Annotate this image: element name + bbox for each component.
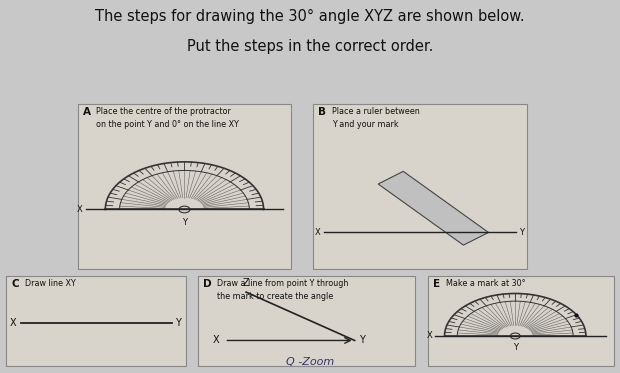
Text: Put the steps in the correct order.: Put the steps in the correct order. — [187, 39, 433, 54]
FancyBboxPatch shape — [428, 276, 614, 366]
Text: Place a ruler between
Y and your mark: Place a ruler between Y and your mark — [332, 107, 420, 129]
Text: Y: Y — [520, 228, 525, 237]
FancyBboxPatch shape — [6, 276, 186, 366]
Text: X: X — [77, 205, 82, 214]
Text: X: X — [213, 335, 219, 345]
Text: B: B — [318, 107, 326, 117]
Text: E: E — [433, 279, 440, 289]
FancyBboxPatch shape — [313, 104, 527, 269]
Text: Y: Y — [513, 344, 518, 352]
Text: Draw a line from point Y through
the mark to create the angle: Draw a line from point Y through the mar… — [217, 279, 348, 301]
Text: Y: Y — [175, 317, 180, 327]
Text: A: A — [82, 107, 91, 117]
Text: Draw line XY: Draw line XY — [25, 279, 76, 288]
FancyBboxPatch shape — [78, 104, 291, 269]
Text: Q -Zoom: Q -Zoom — [286, 357, 334, 367]
FancyBboxPatch shape — [198, 276, 415, 366]
Text: X: X — [314, 228, 320, 237]
Text: Make a mark at 30°: Make a mark at 30° — [446, 279, 526, 288]
Text: C: C — [11, 279, 19, 289]
Text: Y: Y — [359, 335, 365, 345]
Text: Z: Z — [243, 278, 249, 288]
Text: X: X — [10, 317, 16, 327]
Text: The steps for drawing the 30° angle XYZ are shown below.: The steps for drawing the 30° angle XYZ … — [95, 9, 525, 24]
Text: Y: Y — [182, 218, 187, 227]
Polygon shape — [378, 171, 489, 245]
Text: D: D — [203, 279, 212, 289]
Text: X: X — [427, 332, 432, 341]
Text: Place the centre of the protractor
on the point Y and 0° on the line XY: Place the centre of the protractor on th… — [96, 107, 239, 129]
